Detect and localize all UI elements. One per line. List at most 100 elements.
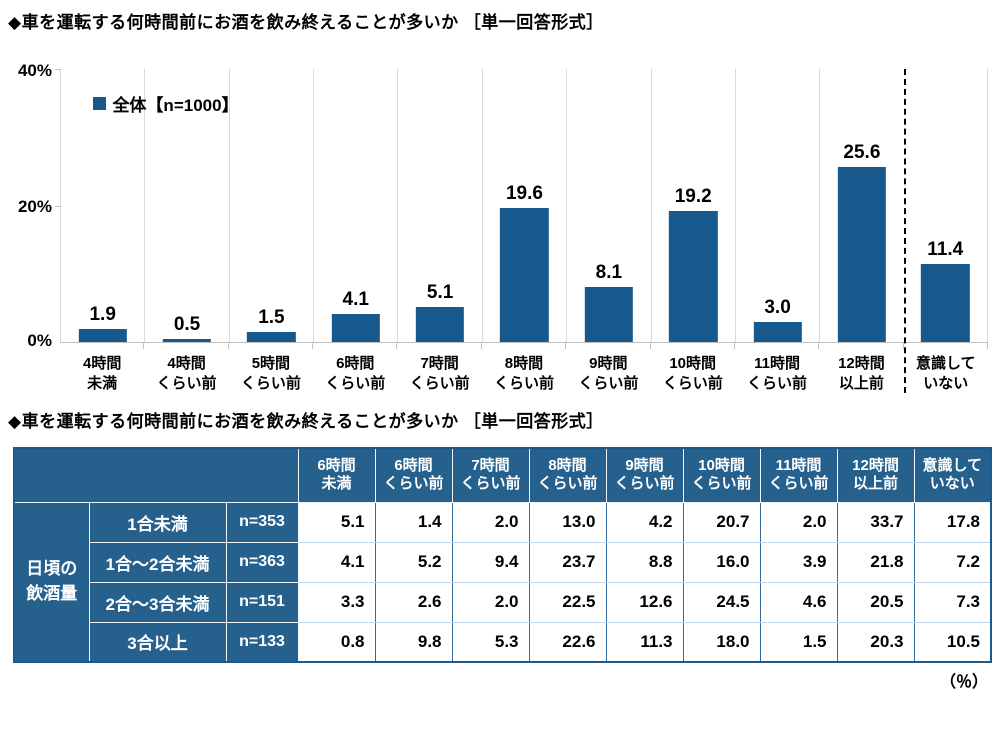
table-value-cell: 18.0 bbox=[682, 621, 761, 663]
table-value-cell: 22.5 bbox=[528, 581, 607, 623]
category-slot: 8.1 bbox=[567, 69, 652, 342]
table-value-cell: 5.3 bbox=[451, 621, 530, 663]
category-slot: 5.1 bbox=[398, 69, 483, 342]
x-axis-tick-mark bbox=[313, 343, 398, 349]
bar-value-label: 0.5 bbox=[173, 313, 201, 335]
table-value-cell: 13.0 bbox=[528, 501, 607, 543]
table-value-cell: 3.3 bbox=[297, 581, 376, 623]
category-slot: 3.0 bbox=[736, 69, 821, 342]
x-axis-category-label: 12時間 以上前 bbox=[838, 355, 885, 392]
bar bbox=[837, 167, 887, 342]
x-axis-tick-mark bbox=[482, 343, 567, 349]
x-axis-tick-mark bbox=[819, 343, 904, 349]
table-row-n: n=151 bbox=[225, 581, 299, 623]
x-axis-category-label: 9時間 くらい前 bbox=[578, 355, 639, 392]
bar-value-label: 8.1 bbox=[595, 261, 623, 283]
chart-body: 40% 20% 0% 全体【n=1000】 1.9 0.5 1.5 4.1 5.1 19.… bbox=[18, 62, 988, 393]
percent-unit-note: （％） bbox=[939, 674, 988, 691]
y-axis-tick-label-20: 20% bbox=[17, 196, 52, 216]
table-value-cell: 20.3 bbox=[836, 621, 915, 663]
x-axis-category-label: 11時間 くらい前 bbox=[747, 355, 808, 392]
x-axis-category-label: 5時間 くらい前 bbox=[240, 355, 301, 392]
x-axis-labels: 4時間 未満 4時間 くらい前 5時間 くらい前 6時間 くらい前 7時間 くらい前 8時… bbox=[60, 349, 988, 393]
table-corner-cell bbox=[13, 447, 299, 503]
bar-value-label: 25.6 bbox=[843, 142, 881, 164]
x-axis-tick-mark bbox=[735, 343, 820, 349]
category-slot: 19.2 bbox=[652, 69, 736, 342]
bar bbox=[921, 264, 970, 342]
bar bbox=[331, 314, 380, 342]
table-value-cell: 21.8 bbox=[836, 541, 915, 583]
table-value-cell: 33.7 bbox=[836, 501, 915, 543]
table-row: 日頃の 飲酒量 1合未満 n=353 5.1 1.4 2.0 13.0 4.2 20.7 2.0 3… bbox=[13, 501, 992, 663]
bar-value-label: 19.6 bbox=[505, 183, 543, 205]
x-axis-category-label: 6時間 くらい前 bbox=[325, 355, 386, 392]
table-value-cell: 2.0 bbox=[451, 581, 530, 623]
table-column-header: 9時間 くらい前 bbox=[605, 447, 684, 503]
crosstab-table: 6時間 未満 6時間 くらい前 7時間 くらい前 8時間 くらい前 9時間 くらい前 10… bbox=[13, 447, 992, 663]
table-value-cell: 1.4 bbox=[374, 501, 453, 543]
bar-value-label: 3.0 bbox=[764, 296, 791, 318]
y-axis-tick-mark bbox=[55, 205, 61, 207]
table-column-header: 10時間 くらい前 bbox=[682, 447, 761, 503]
chart-section-title: ◆車を運転する何時間前にお酒を飲み終えることが多いか ［単一回答形式］ bbox=[8, 13, 604, 32]
x-axis-tick-mark bbox=[229, 343, 314, 349]
table-column-header: 6時間 未満 bbox=[297, 447, 376, 503]
table-value-cell: 17.8 bbox=[913, 501, 992, 543]
bar bbox=[584, 286, 633, 342]
table-row-n: n=133 bbox=[225, 621, 299, 663]
bar-chart: 40% 20% 0% 全体【n=1000】 1.9 0.5 1.5 4.1 5.1 19.… bbox=[8, 62, 992, 393]
table-value-cell: 20.5 bbox=[836, 581, 915, 623]
table-row-label: 1合～2合未満 bbox=[88, 541, 227, 583]
table-value-cell: 10.5 bbox=[913, 621, 992, 663]
table-value-cell: 4.2 bbox=[605, 501, 684, 543]
x-axis-category-label: 4時間 くらい前 bbox=[156, 355, 217, 392]
category-slot: 11.4 bbox=[904, 69, 988, 342]
table-column-header: 8時間 くらい前 bbox=[528, 447, 607, 503]
bar-value-label: 4.1 bbox=[342, 289, 369, 311]
table-value-cell: 1.5 bbox=[759, 621, 838, 663]
bar bbox=[753, 321, 802, 342]
category-slot: 19.6 bbox=[483, 69, 568, 342]
x-axis-category-label: 8時間 くらい前 bbox=[493, 355, 554, 392]
legend-label: 全体【n=1000】 bbox=[112, 95, 239, 115]
x-axis-tick-mark bbox=[60, 343, 145, 349]
table-value-cell: 0.8 bbox=[297, 621, 376, 663]
table-row: 3合以上 n=133 0.8 9.8 5.3 22.6 11.3 18.0 1.5 20.3 10.… bbox=[14, 621, 992, 663]
table-value-cell: 16.0 bbox=[682, 541, 761, 583]
table-column-header: 11時間 くらい前 bbox=[759, 447, 838, 503]
table-row-label: 3合以上 bbox=[88, 621, 227, 663]
table-row: 1合～2合未満 n=363 4.1 5.2 9.4 23.7 8.8 16.0 3.9 21.8 7… bbox=[14, 541, 992, 583]
y-axis-tick-label-40: 40% bbox=[17, 61, 52, 80]
table-value-cell: 3.9 bbox=[759, 541, 838, 583]
table-column-header: 意識して いない bbox=[913, 447, 992, 503]
table-row-n: n=363 bbox=[225, 541, 299, 583]
table-value-cell: 12.6 bbox=[605, 581, 684, 623]
bar-value-label: 19.2 bbox=[674, 185, 712, 207]
table-value-cell: 8.8 bbox=[605, 541, 684, 583]
x-axis-category-label: 4時間 未満 bbox=[83, 355, 122, 392]
x-axis-category-label: 10時間 くらい前 bbox=[662, 355, 723, 392]
category-slot: 0.5 bbox=[145, 69, 230, 342]
category-slot: 25.6 bbox=[820, 69, 903, 342]
table-value-cell: 20.7 bbox=[682, 501, 761, 543]
x-axis-tick-mark bbox=[651, 343, 735, 349]
bar-value-label: 11.4 bbox=[927, 239, 964, 261]
plot-area: 40% 20% 0% 全体【n=1000】 1.9 0.5 1.5 4.1 5.1 19.… bbox=[18, 62, 988, 349]
table-value-cell: 7.3 bbox=[913, 581, 992, 623]
table-value-cell: 9.4 bbox=[451, 541, 530, 583]
bar bbox=[247, 331, 296, 342]
table-value-cell: 4.1 bbox=[297, 541, 376, 583]
bar-value-label: 1.5 bbox=[258, 306, 285, 328]
legend-swatch-icon bbox=[93, 96, 107, 110]
y-axis-tick-mark bbox=[55, 69, 61, 70]
table-value-cell: 2.0 bbox=[759, 501, 838, 543]
category-slot: 1.9 bbox=[61, 69, 146, 342]
table-stub-header: 日頃の 飲酒量 bbox=[13, 501, 90, 663]
category-slot: 1.5 bbox=[230, 69, 315, 342]
table-value-cell: 23.7 bbox=[528, 541, 607, 583]
x-axis-category-label: 7時間 くらい前 bbox=[409, 355, 470, 392]
bar-value-label: 5.1 bbox=[426, 282, 454, 304]
y-axis-tick-label-0: 0% bbox=[27, 331, 52, 350]
x-axis-tick-mark bbox=[144, 343, 229, 349]
